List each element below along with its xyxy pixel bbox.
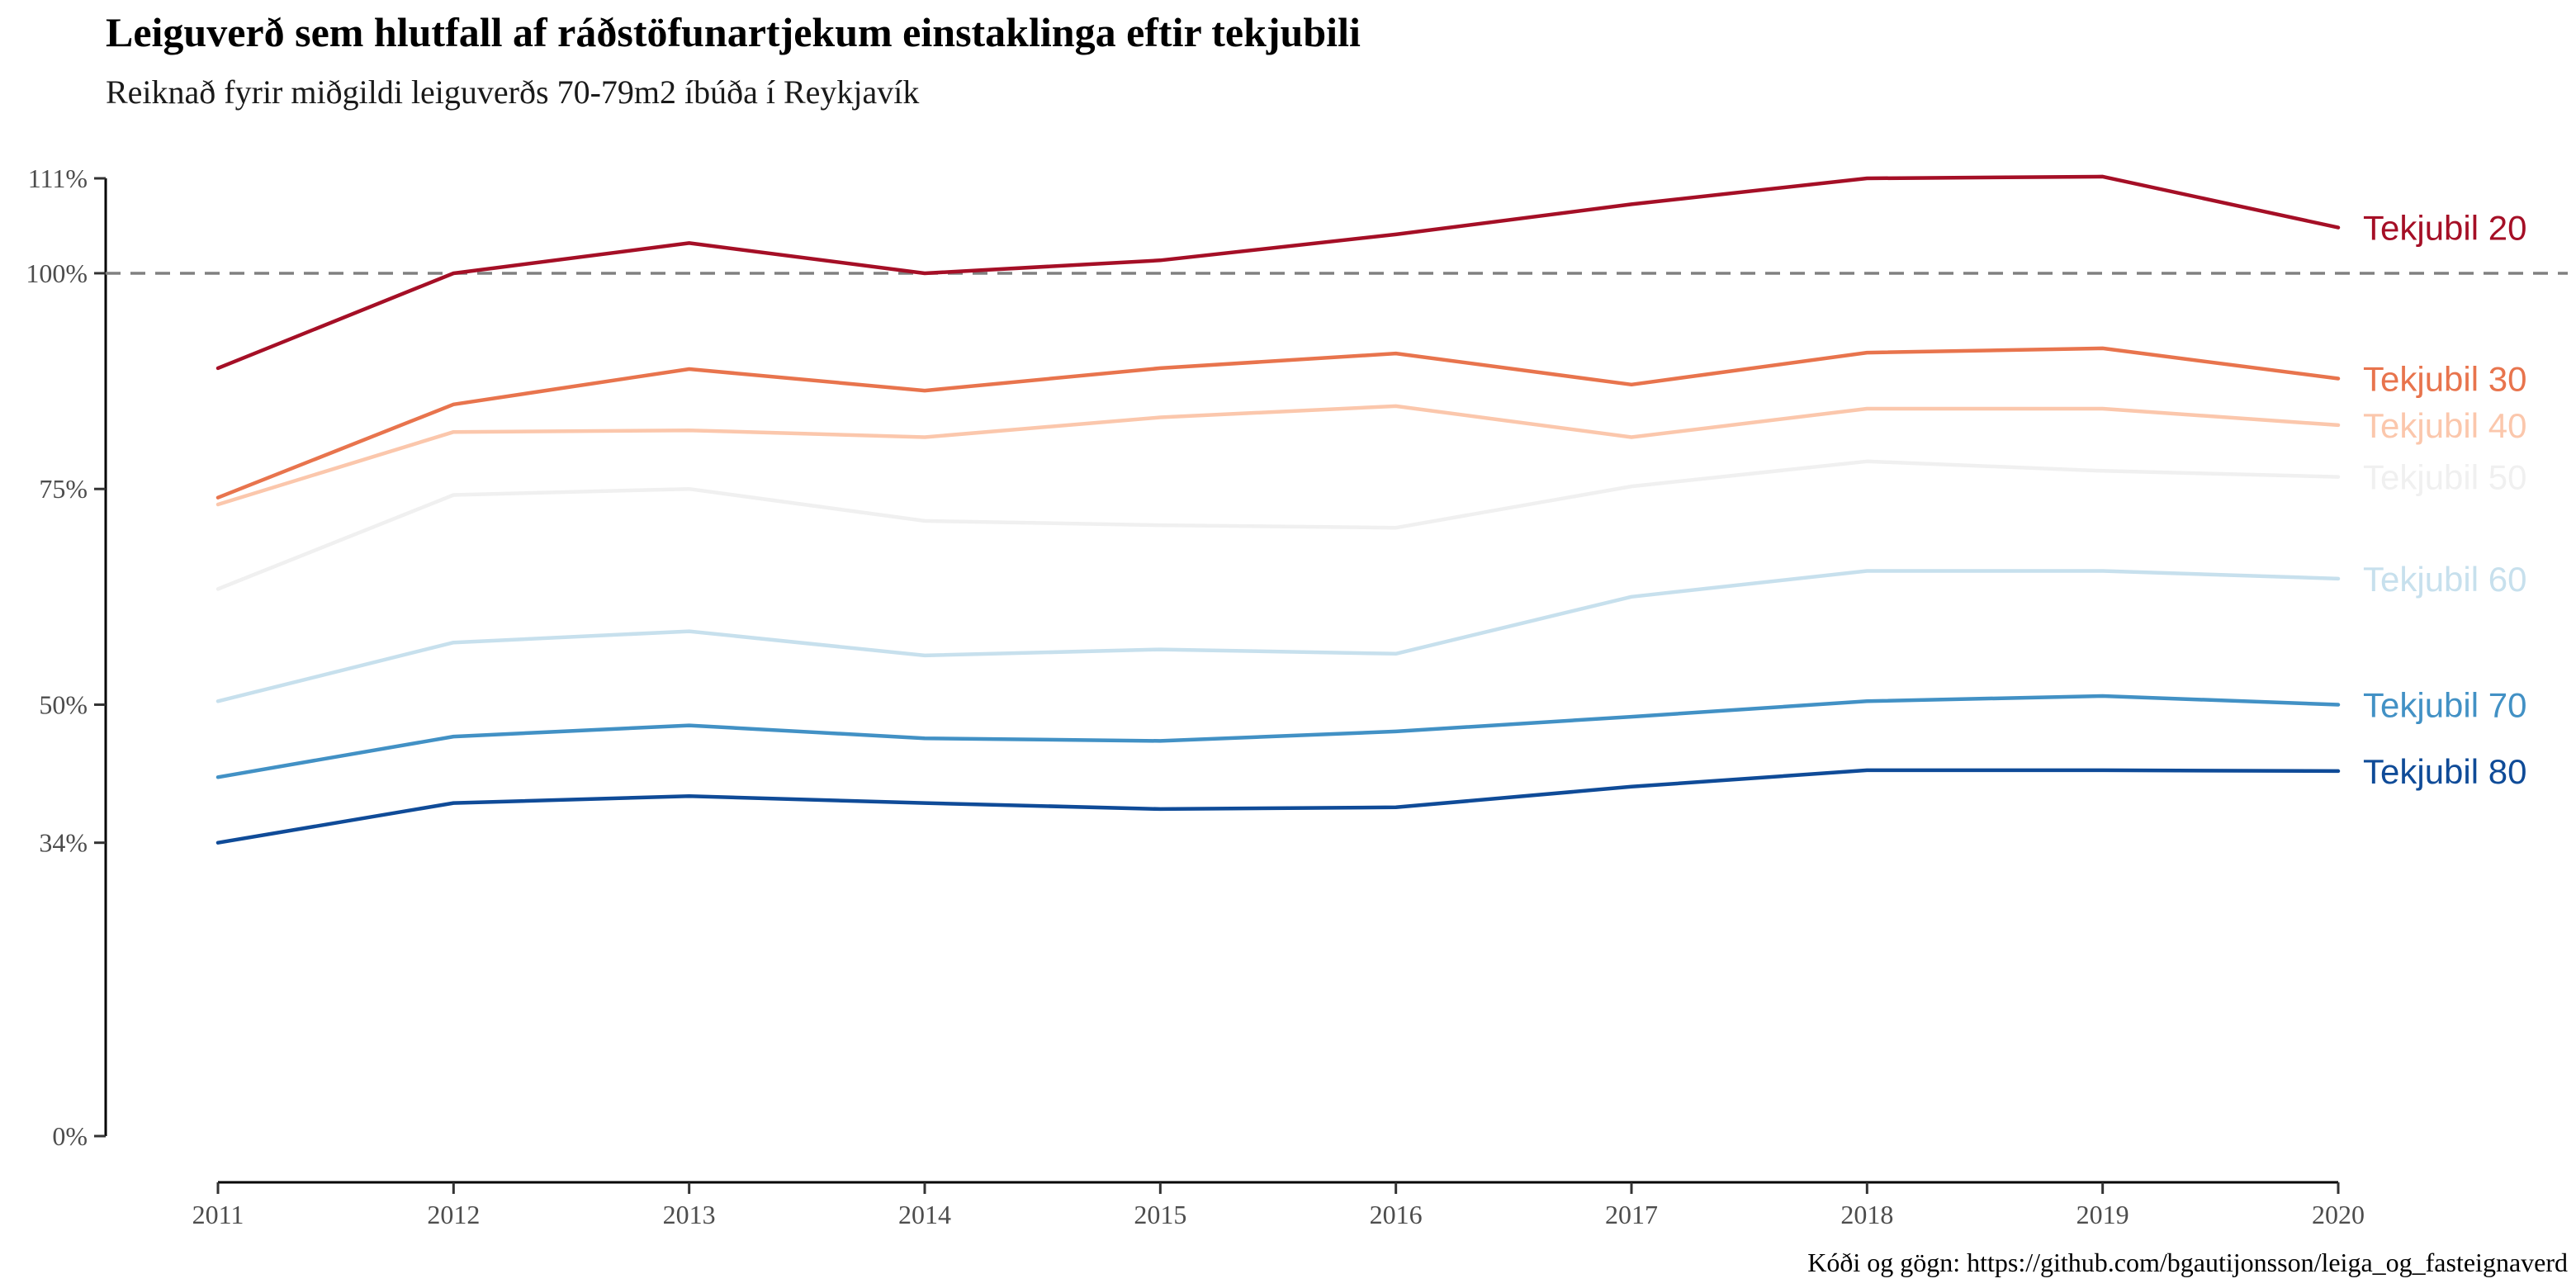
x-tick-label: 2016 [1370, 1200, 1423, 1229]
x-tick-label: 2011 [192, 1200, 244, 1229]
y-tick-label: 0% [52, 1121, 88, 1151]
series-label-tekjubil-40: Tekjubil 40 [2363, 406, 2526, 445]
series-line-tekjubil-70 [215, 694, 2341, 779]
y-axis: 0% 34% 50% 75% 100% 111% [26, 163, 107, 1151]
chart-caption: Kóði og gögn: https://github.com/bgautij… [1807, 1248, 2568, 1277]
series-label-tekjubil-60: Tekjubil 60 [2363, 560, 2526, 599]
series-label-tekjubil-70: Tekjubil 70 [2363, 685, 2526, 724]
series-labels: Tekjubil 20 Tekjubil 30 Tekjubil 40 Tekjubi… [2363, 209, 2526, 791]
x-tick-label: 2019 [2076, 1200, 2129, 1229]
series-line-tekjubil-60 [215, 569, 2341, 703]
x-tick-label: 2015 [1134, 1200, 1186, 1229]
y-tick-label: 34% [39, 828, 88, 858]
series-line-tekjubil-80 [215, 768, 2341, 845]
x-tick-label: 2018 [1840, 1200, 1893, 1229]
x-axis: 2011 2012 2013 2014 2015 2016 2017 2018 2019 2020 [192, 1181, 2365, 1229]
series-line-tekjubil-50 [215, 459, 2341, 591]
series-line-tekjubil-30 [215, 346, 2341, 500]
x-tick-label: 2017 [1605, 1200, 1658, 1229]
series-line-tekjubil-40 [215, 404, 2341, 507]
x-tick-label: 2020 [2312, 1200, 2365, 1229]
series-lines [215, 174, 2341, 845]
y-tick-label: 111% [28, 163, 88, 193]
series-label-tekjubil-30: Tekjubil 30 [2363, 359, 2526, 398]
series-line-tekjubil-20 [215, 174, 2341, 371]
series-label-tekjubil-80: Tekjubil 80 [2363, 752, 2526, 791]
chart-subtitle: Reiknað fyrir miðgildi leiguverðs 70-79m… [106, 73, 919, 111]
y-tick-label: 50% [39, 689, 88, 719]
series-label-tekjubil-50: Tekjubil 50 [2363, 458, 2526, 497]
x-tick-label: 2012 [427, 1200, 480, 1229]
x-tick-label: 2013 [663, 1200, 716, 1229]
series-label-tekjubil-20: Tekjubil 20 [2363, 209, 2526, 248]
y-tick-label: 75% [39, 474, 88, 504]
chart-title: Leiguverð sem hlutfall af ráðstöfunartje… [106, 9, 1361, 55]
y-tick-label: 100% [26, 258, 88, 288]
x-tick-label: 2014 [898, 1200, 951, 1229]
